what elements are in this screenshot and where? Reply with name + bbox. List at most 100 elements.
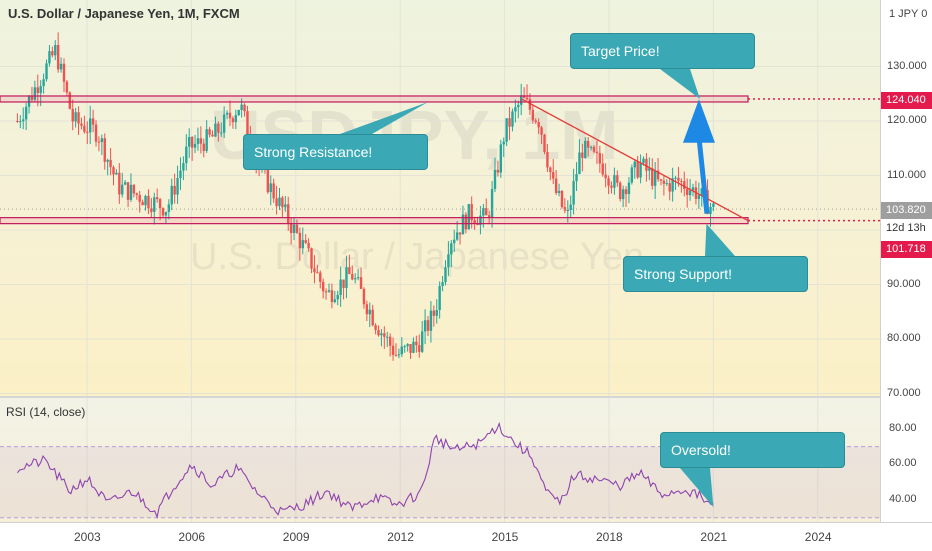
candle-body <box>94 124 98 142</box>
candle-body <box>304 240 307 243</box>
candle-body <box>65 81 69 93</box>
candle-body <box>141 201 144 206</box>
oversold-callout[interactable]: Oversold! <box>660 432 845 468</box>
candle-body <box>188 136 191 147</box>
candle-body <box>566 209 569 211</box>
candle-body <box>109 159 112 168</box>
candle-body <box>557 190 561 194</box>
candle-body <box>368 309 371 315</box>
time-tick-label: 2024 <box>804 530 832 544</box>
candle-body <box>519 95 523 105</box>
candle-body <box>415 341 418 346</box>
candle-body <box>330 290 334 303</box>
candle-body <box>432 310 436 316</box>
candle-body <box>217 123 220 133</box>
pane-divider[interactable] <box>0 396 932 398</box>
candle-body <box>554 178 558 194</box>
candle-body <box>164 211 168 216</box>
candle-body <box>517 104 520 108</box>
time-tick-label: 2015 <box>491 530 519 544</box>
strong-resistance-callout[interactable]: Strong Resistance! <box>243 134 428 170</box>
candle-body <box>359 277 363 289</box>
candle-body <box>418 345 421 352</box>
candle-body <box>490 189 494 218</box>
price-tick-label: 110.000 <box>887 168 926 181</box>
candle-body <box>403 346 406 348</box>
time-axis[interactable]: 2003 2006 2009 2012 2015 2018 2021 2024 <box>0 522 932 551</box>
candle-body <box>674 177 677 179</box>
candle-body <box>33 87 37 100</box>
candle-body <box>222 114 226 133</box>
candle-body <box>228 112 232 119</box>
candle-body <box>380 333 383 336</box>
resistance-price-tag: 124.040 <box>881 92 932 109</box>
candle-body <box>633 161 636 168</box>
candle-body <box>51 51 54 56</box>
candle-body <box>272 183 275 199</box>
candle-body <box>19 121 22 123</box>
candle-body <box>339 279 342 295</box>
price-axis[interactable]: 1 JPY 0 70.00080.00090.000100.000110.000… <box>880 0 932 522</box>
candle-body <box>153 197 156 212</box>
candle-body <box>193 143 197 148</box>
candle-body <box>307 242 310 249</box>
candle-body <box>138 194 141 202</box>
candle-body <box>420 331 424 352</box>
candle-body <box>155 197 159 200</box>
candle-body <box>48 51 51 64</box>
candle-body <box>365 304 369 315</box>
candle-body <box>549 167 552 173</box>
candle-body <box>205 129 208 151</box>
chart-title: U.S. Dollar / Japanese Yen, 1M, FXCM <box>8 6 240 21</box>
candle-body <box>391 345 395 355</box>
candle-body <box>514 107 517 112</box>
candle-body <box>630 167 634 183</box>
target-price-callout[interactable]: Target Price! <box>570 33 755 69</box>
candle-body <box>281 197 284 208</box>
candle-body <box>575 174 578 182</box>
time-tick-label: 2009 <box>282 530 310 544</box>
candle-body <box>377 329 380 336</box>
candle-body <box>435 310 438 316</box>
candle-body <box>569 204 572 210</box>
candle-body <box>266 168 270 193</box>
countdown-tag: 12d 13h <box>881 220 932 237</box>
candle-body <box>100 138 104 143</box>
candle-body <box>348 267 351 274</box>
candle-body <box>240 104 243 110</box>
candle-body <box>351 273 354 280</box>
price-tick-label: 90.000 <box>887 277 921 290</box>
candle-body <box>301 240 304 249</box>
candle-body <box>199 138 203 144</box>
candle-body <box>289 223 293 233</box>
candle-body <box>397 354 401 356</box>
candle-body <box>537 122 540 128</box>
candle-body <box>284 204 287 208</box>
candle-body <box>496 169 500 173</box>
support-price-tag: 101.718 <box>881 241 932 258</box>
candle-body <box>77 112 80 124</box>
candle-body <box>683 181 686 190</box>
candle-body <box>313 268 316 273</box>
candle-body <box>132 184 136 194</box>
candle-body <box>482 208 485 216</box>
candle-body <box>592 146 596 152</box>
candle-body <box>528 99 532 110</box>
candle-body <box>656 170 660 180</box>
candle-body <box>59 63 63 70</box>
candle-body <box>362 288 366 305</box>
rsi-line <box>16 421 714 520</box>
candle-body <box>36 87 39 94</box>
candle-body <box>487 215 491 218</box>
candle-body <box>97 141 101 143</box>
candle-body <box>354 278 357 280</box>
candle-body <box>185 146 188 164</box>
strong-support-callout[interactable]: Strong Support! <box>623 256 808 292</box>
candle-body <box>400 346 404 355</box>
candle-body <box>214 123 217 137</box>
candle-body <box>464 214 468 230</box>
candle-body <box>601 163 604 175</box>
candle-body <box>453 239 456 244</box>
candle-body <box>534 120 537 123</box>
candle-body <box>89 118 92 133</box>
